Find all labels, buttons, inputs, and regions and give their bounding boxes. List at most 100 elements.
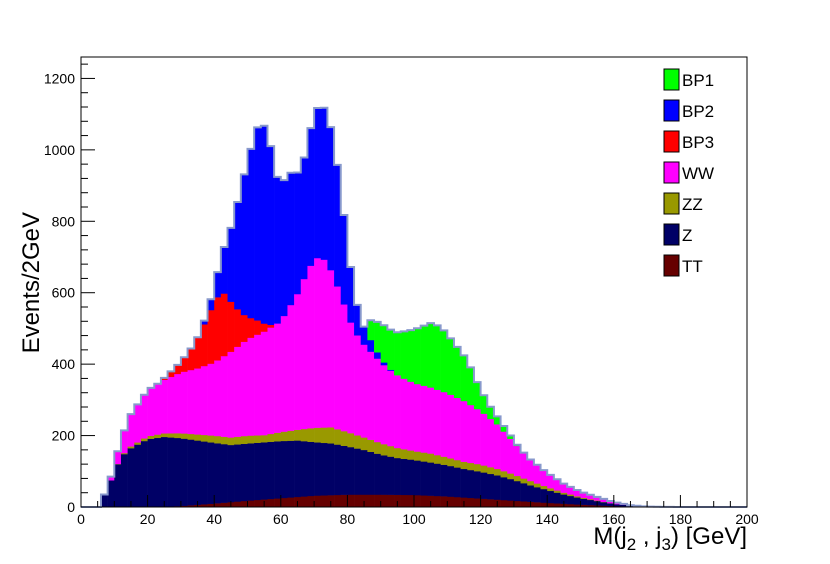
bar-bp3 xyxy=(254,320,262,335)
bar-bp3 xyxy=(194,337,202,369)
bar-tt xyxy=(234,501,242,508)
bar-ww xyxy=(467,404,475,464)
bar-z xyxy=(280,440,288,499)
bar-z xyxy=(367,451,375,495)
bar-ww xyxy=(347,322,355,434)
bar-tt xyxy=(513,500,521,508)
bar-z xyxy=(227,444,235,503)
bar-tt xyxy=(447,496,455,508)
bar-bp2 xyxy=(347,267,355,323)
bar-z xyxy=(613,504,621,507)
bar-ww xyxy=(500,431,508,472)
bar-zz xyxy=(227,437,235,446)
bar-bp2 xyxy=(240,174,248,316)
bar-bp1 xyxy=(453,346,461,399)
bar-zz xyxy=(167,433,175,438)
bar-tt xyxy=(267,498,275,508)
bar-ww xyxy=(487,418,495,468)
bar-tt xyxy=(367,494,375,508)
bar-zz xyxy=(500,471,508,478)
legend-swatch-z xyxy=(663,223,680,246)
bar-z xyxy=(240,443,248,502)
bar-ww xyxy=(580,492,588,498)
legend-label-bp1: BP1 xyxy=(682,71,714,90)
bar-z xyxy=(573,497,581,505)
bar-bp2 xyxy=(254,127,262,321)
x-tick-label: 80 xyxy=(340,511,356,527)
bar-ww xyxy=(447,394,455,459)
bar-bp2 xyxy=(320,107,328,260)
bar-zz xyxy=(200,434,208,442)
bar-bp2 xyxy=(340,214,348,305)
bar-zz xyxy=(547,488,555,492)
bar-tt xyxy=(433,495,441,508)
bar-ww xyxy=(154,383,162,435)
bar-bp1 xyxy=(433,325,441,390)
bar-zz xyxy=(600,501,608,503)
legend-label-tt: TT xyxy=(682,257,703,276)
bar-ww xyxy=(174,373,182,434)
bar-ww xyxy=(207,363,215,436)
legend-label-zz: ZZ xyxy=(682,195,703,214)
bar-zz xyxy=(427,453,435,463)
x-tick-label: 120 xyxy=(469,511,493,527)
bar-tt xyxy=(533,502,541,508)
bar-ww xyxy=(553,479,561,491)
legend-label-bp3: BP3 xyxy=(682,133,714,152)
bar-z xyxy=(580,498,588,505)
bar-bp2 xyxy=(227,227,235,302)
bar-tt xyxy=(380,494,388,508)
bar-bp2 xyxy=(234,202,242,310)
bar-zz xyxy=(407,450,415,460)
bar-zz xyxy=(274,432,282,442)
bar-bp2 xyxy=(274,176,282,324)
bar-ww xyxy=(387,370,395,447)
bar-zz xyxy=(147,435,155,439)
bar-zz xyxy=(234,436,242,445)
bar-ww xyxy=(340,304,348,432)
bar-tt xyxy=(214,503,222,508)
bar-ww xyxy=(247,337,255,436)
bar-zz xyxy=(354,435,362,449)
bar-z xyxy=(287,440,295,498)
bar-ww xyxy=(274,323,282,433)
bar-z xyxy=(387,456,395,495)
bar-zz xyxy=(447,458,455,467)
bar-bp1 xyxy=(427,323,435,388)
bar-z xyxy=(520,483,528,502)
bar-ww xyxy=(420,385,428,453)
bar-z xyxy=(380,455,388,495)
bar-z xyxy=(267,441,275,500)
y-tick-label: 1200 xyxy=(44,70,75,86)
x-tick-label: 0 xyxy=(77,511,85,527)
bar-ww xyxy=(360,344,368,438)
bar-zz xyxy=(360,437,368,451)
bar-zz xyxy=(493,468,501,476)
bar-ww xyxy=(114,451,122,465)
bar-z xyxy=(200,441,208,505)
bar-bp1 xyxy=(487,406,495,420)
bar-bp2 xyxy=(367,339,375,352)
bar-ww xyxy=(300,278,308,430)
bar-z xyxy=(513,480,521,502)
bar-ww xyxy=(493,424,501,470)
bar-z xyxy=(160,436,168,507)
bar-zz xyxy=(433,455,441,464)
bar-ww xyxy=(140,394,148,439)
bar-tt xyxy=(520,501,528,508)
bar-bp1 xyxy=(367,320,375,341)
bar-bp2 xyxy=(247,148,255,319)
bar-tt xyxy=(340,494,348,508)
bar-tt xyxy=(480,498,488,508)
bar-zz xyxy=(240,435,248,445)
bar-zz xyxy=(307,428,315,442)
bar-z xyxy=(294,440,302,498)
y-tick-label: 400 xyxy=(52,356,76,372)
bar-zz xyxy=(507,473,515,480)
bar-zz xyxy=(134,442,142,445)
bar-zz xyxy=(380,444,388,456)
bar-tt xyxy=(334,494,342,508)
bar-zz xyxy=(320,427,328,444)
